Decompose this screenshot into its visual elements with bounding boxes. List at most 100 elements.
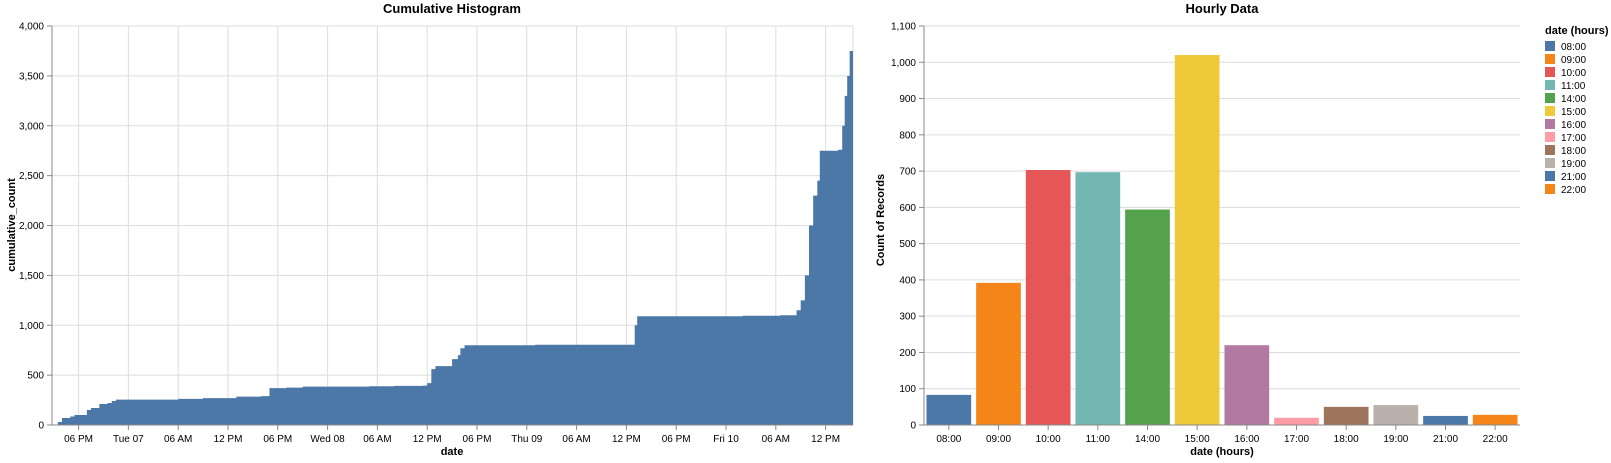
legend-label: 18:00 (1561, 146, 1586, 157)
right-y-tick-label: 1,000 (891, 58, 916, 69)
right-x-tick-label: 10:00 (1036, 434, 1061, 445)
left-x-tick-label: 12 PM (612, 434, 641, 445)
left-x-tick-label: 06 PM (662, 434, 691, 445)
left-y-axis-title: cumulative_count (6, 178, 18, 272)
right-x-tick-label: 16:00 (1234, 434, 1259, 445)
right-y-tick-label: 400 (899, 275, 916, 286)
legend-label: 16:00 (1561, 120, 1586, 131)
bar-1700 (1274, 417, 1319, 425)
bar-1400 (1125, 209, 1170, 425)
left-x-tick-label: 06 AM (762, 434, 790, 445)
legend-swatch (1545, 106, 1555, 116)
legend-swatch (1545, 41, 1555, 51)
right-x-axis-title: date (hours) (1190, 446, 1254, 458)
right-x-tick-label: 08:00 (936, 434, 961, 445)
legend-label: 14:00 (1561, 94, 1586, 105)
left-y-tick-label: 1,000 (19, 321, 44, 332)
right-y-tick-label: 600 (899, 203, 916, 214)
left-x-tick-label: Wed 08 (310, 434, 345, 445)
right-y-tick-label: 300 (899, 312, 916, 323)
bar-0900 (976, 282, 1021, 425)
right-bars (926, 55, 1518, 425)
left-x-tick-label: 06 AM (164, 434, 192, 445)
right-x-tick-label: 15:00 (1185, 434, 1210, 445)
left-x-tick-label: 06 AM (562, 434, 590, 445)
left-y-tick-label: 2,500 (19, 171, 44, 182)
right-y-tick-label: 0 (910, 421, 916, 432)
left-x-tick-label: 06 PM (64, 434, 93, 445)
right-x-tick-label: 18:00 (1334, 434, 1359, 445)
cumulative-histogram-chart: 0 500 1,000 1,500 2,000 2,500 3,000 3,500 4,000 0… (6, 1, 854, 458)
right-y-tick-label: 700 (899, 167, 916, 178)
bar-1600 (1224, 345, 1270, 425)
right-x-tick-label: 17:00 (1284, 434, 1309, 445)
left-y-tick-label: 500 (27, 371, 44, 382)
cumulative-area (52, 40, 853, 426)
bar-1900 (1373, 405, 1419, 425)
right-y-tick-label: 500 (899, 239, 916, 250)
left-y-tick-label: 0 (38, 421, 44, 432)
right-y-tick-label: 1,100 (891, 22, 916, 33)
left-y-tick-label: 3,500 (19, 71, 44, 82)
legend-label: 09:00 (1561, 55, 1586, 66)
right-y-axis-title: Count of Records (875, 174, 887, 266)
right-chart-title: Hourly Data (1186, 1, 1260, 16)
right-x-tick-label: 14:00 (1135, 434, 1160, 445)
bar-0800 (926, 394, 972, 425)
left-x-tick-label: 06 PM (463, 434, 492, 445)
left-y-tick-label: 2,000 (19, 221, 44, 232)
bar-1000 (1025, 170, 1071, 425)
legend-swatch (1545, 119, 1555, 129)
bar-1100 (1075, 172, 1121, 425)
left-x-tick-label: 12 PM (413, 434, 442, 445)
legend-label: 22:00 (1561, 185, 1586, 196)
legend-swatch (1545, 80, 1555, 90)
legend-label: 11:00 (1561, 81, 1586, 92)
left-x-tick-label: 06 PM (263, 434, 292, 445)
left-x-axis-title: date (441, 446, 464, 458)
legend-label: 19:00 (1561, 159, 1586, 170)
left-x-tick-label: Tue 07 (113, 434, 144, 445)
left-x-tick-label: Fri 10 (713, 434, 739, 445)
right-y-tick-label: 900 (899, 94, 916, 105)
right-x-tick-label: 22:00 (1483, 434, 1508, 445)
left-x-tick-label: 06 AM (363, 434, 391, 445)
legend: date (hours) 08:00 09:00 10:00 11:00 14:00 15… (1545, 25, 1609, 196)
left-x-tick-label: Thu 09 (511, 434, 543, 445)
left-axes: 0 500 1,000 1,500 2,000 2,500 3,000 3,500 4,000 0… (19, 22, 853, 445)
right-x-tick-label: 19:00 (1383, 434, 1408, 445)
legend-swatch (1545, 67, 1555, 77)
legend-label: 21:00 (1561, 172, 1586, 183)
legend-swatch (1545, 171, 1555, 181)
bar-2200 (1472, 414, 1518, 425)
bar-1500 (1174, 55, 1220, 425)
left-chart-title: Cumulative Histogram (383, 1, 521, 16)
right-y-tick-label: 800 (899, 130, 916, 141)
right-y-tick-label: 200 (899, 348, 916, 359)
right-x-tick-label: 11:00 (1086, 434, 1111, 445)
bar-1800 (1323, 406, 1369, 425)
right-x-tick-label: 09:00 (986, 434, 1011, 445)
legend-label: 17:00 (1561, 133, 1586, 144)
left-y-tick-label: 4,000 (19, 22, 44, 33)
legend-swatch (1545, 158, 1555, 168)
bar-2100 (1423, 415, 1468, 425)
legend-title: date (hours) (1545, 25, 1609, 37)
legend-swatch (1545, 54, 1555, 64)
legend-swatch (1545, 93, 1555, 103)
legend-swatch (1545, 132, 1555, 142)
left-y-tick-label: 1,500 (19, 271, 44, 282)
legend-items: 08:00 09:00 10:00 11:00 14:00 15:00 16:00 17:00… (1545, 41, 1586, 196)
hourly-data-chart: 0 100 200 300 400 500 600 700 800 900 1,000 1,100 08… (875, 1, 1520, 458)
right-y-tick-label: 100 (899, 384, 916, 395)
left-x-tick-label: 12 PM (811, 434, 840, 445)
legend-swatch (1545, 145, 1555, 155)
left-y-tick-label: 3,000 (19, 121, 44, 132)
legend-label: 08:00 (1561, 42, 1586, 53)
right-x-tick-label: 21:00 (1433, 434, 1458, 445)
right-axes: 0 100 200 300 400 500 600 700 800 900 1,000 1,100 08… (891, 22, 1520, 445)
legend-swatch (1545, 184, 1555, 194)
legend-label: 10:00 (1561, 68, 1586, 79)
legend-label: 15:00 (1561, 107, 1586, 118)
